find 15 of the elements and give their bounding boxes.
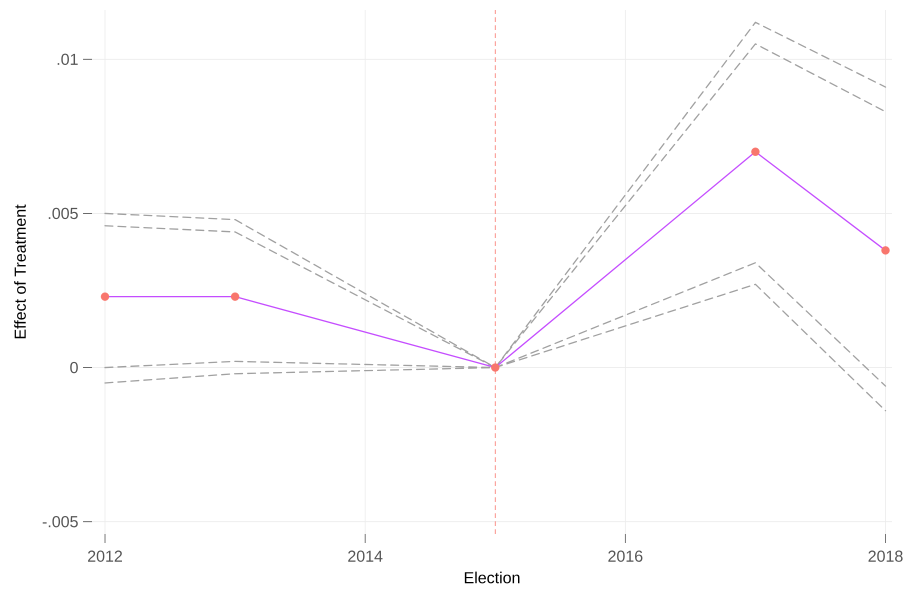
point: [230, 292, 240, 301]
x-tick-label: 2014: [348, 550, 382, 562]
x-tick-label: 2018: [868, 550, 903, 562]
x-tick-label: 2012: [88, 550, 122, 562]
y-tick-label: -.005: [42, 516, 78, 528]
y-tick-label: .005: [48, 208, 78, 220]
point: [751, 148, 760, 156]
x-tick-label: 2016: [608, 550, 642, 562]
point: [881, 246, 890, 255]
point: [100, 292, 110, 301]
point: [491, 363, 500, 372]
x-axis-title: Election: [464, 572, 520, 584]
y-tick-label: 0: [70, 362, 78, 374]
y-tick-label: .01: [58, 54, 78, 65]
y-axis-title: Effect of Treatment: [14, 204, 26, 338]
